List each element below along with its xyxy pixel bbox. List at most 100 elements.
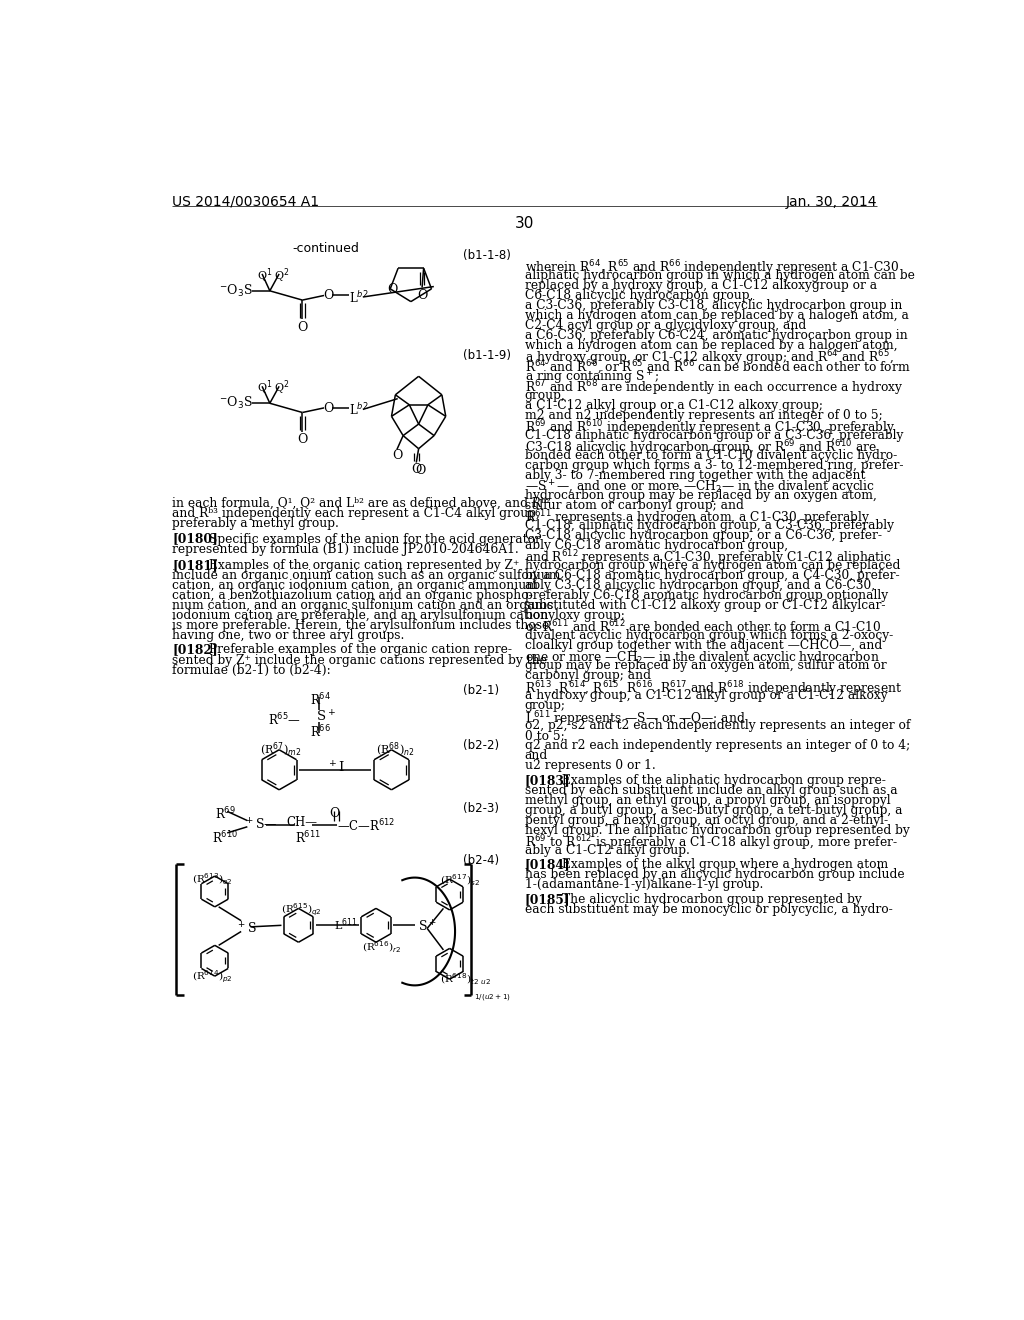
Text: (R$^{616}$)$_{r2}$: (R$^{616}$)$_{r2}$ (362, 940, 401, 954)
Text: (b2-4): (b2-4) (463, 854, 499, 867)
Text: (R$^{68}$)$_{n2}$: (R$^{68}$)$_{n2}$ (376, 741, 415, 759)
Text: R$^{610}$: R$^{610}$ (212, 830, 238, 846)
Text: bonyloxy group;: bonyloxy group; (524, 609, 625, 622)
Text: o2, p2, s2 and t2 each independently represents an integer of: o2, p2, s2 and t2 each independently rep… (524, 719, 910, 733)
Text: wherein R$^{64}$, R$^{65}$ and R$^{66}$ independently represent a C1-C30: wherein R$^{64}$, R$^{65}$ and R$^{66}$ … (524, 259, 899, 279)
Text: iodonium cation are preferable, and an arylsulfonium cation: iodonium cation are preferable, and an a… (172, 609, 549, 622)
Text: L$^{611}$ represents —S— or —O—; and: L$^{611}$ represents —S— or —O—; and (524, 709, 745, 729)
Text: formulae (b2-1) to (b2-4):: formulae (b2-1) to (b2-4): (172, 664, 331, 677)
Text: m2 and n2 independently represents an integer of 0 to 5;: m2 and n2 independently represents an in… (524, 409, 883, 421)
Text: group;: group; (524, 700, 566, 711)
Text: 1-(adamantane-1-yl)alkane-1-yl group.: 1-(adamantane-1-yl)alkane-1-yl group. (524, 878, 763, 891)
Text: cloalkyl group together with the adjacent —CHCO—, and: cloalkyl group together with the adjacen… (524, 639, 882, 652)
Text: R$^{64}$: R$^{64}$ (310, 692, 331, 708)
Text: Examples of the aliphatic hydrocarbon group repre-: Examples of the aliphatic hydrocarbon gr… (562, 774, 886, 787)
Text: O: O (298, 433, 308, 446)
Text: —C—R$^{612}$: —C—R$^{612}$ (337, 817, 395, 834)
Text: has been replaced by an alicyclic hydrocarbon group include: has been replaced by an alicyclic hydroc… (524, 869, 904, 882)
Text: Examples of the alkyl group where a hydrogen atom: Examples of the alkyl group where a hydr… (562, 858, 888, 871)
Text: C1-C18 aliphatic hydrocarbon group or a C3-C36, preferably: C1-C18 aliphatic hydrocarbon group or a … (524, 429, 903, 442)
Text: having one, two or three aryl groups.: having one, two or three aryl groups. (172, 628, 404, 642)
Text: $^+$S: $^+$S (237, 921, 257, 937)
Text: (b2-3): (b2-3) (463, 803, 499, 816)
Text: (R$^{618}$)$_{t2}$$_{\ u2}$: (R$^{618}$)$_{t2}$$_{\ u2}$ (440, 972, 492, 987)
Text: [0181]: [0181] (172, 558, 218, 572)
Text: Jan. 30, 2014: Jan. 30, 2014 (786, 194, 878, 209)
Text: 30: 30 (515, 216, 535, 231)
Text: (R$^{67}$)$_{m2}$: (R$^{67}$)$_{m2}$ (260, 741, 301, 759)
Text: C2-C4 acyl group or a glycidyloxy group, and: C2-C4 acyl group or a glycidyloxy group,… (524, 318, 806, 331)
Text: q2 and r2 each independently represents an integer of 0 to 4;: q2 and r2 each independently represents … (524, 739, 910, 752)
Text: and Rᵇ³ independently each represent a C1-C4 alkyl group,: and Rᵇ³ independently each represent a C… (172, 507, 540, 520)
Text: substituted with C1-C12 alkoxy group or C1-C12 alkylcar-: substituted with C1-C12 alkoxy group or … (524, 599, 886, 612)
Text: hydrocarbon group where a hydrogen atom can be replaced: hydrocarbon group where a hydrogen atom … (524, 558, 900, 572)
Text: [0183]: [0183] (524, 774, 570, 787)
Text: O: O (324, 289, 334, 302)
Text: a C6-C36, preferably C6-C24, aromatic hydrocarbon group in: a C6-C36, preferably C6-C24, aromatic hy… (524, 329, 907, 342)
Text: Q$^1$: Q$^1$ (257, 267, 272, 285)
Text: ably a C1-C12 alkyl group.: ably a C1-C12 alkyl group. (524, 843, 690, 857)
Text: include an organic onium cation such as an organic sulfonium: include an organic onium cation such as … (172, 569, 561, 582)
Text: each substituent may be monocyclic or polycyclic, a hydro-: each substituent may be monocyclic or po… (524, 903, 893, 916)
Text: preferably a methyl group.: preferably a methyl group. (172, 517, 339, 531)
Text: carbonyl group; and: carbonyl group; and (524, 669, 651, 682)
Text: R$^{64}$ and R$^{66}$, or R$^{65}$ and R$^{66}$ can be bonded each other to form: R$^{64}$ and R$^{66}$, or R$^{65}$ and R… (524, 359, 910, 376)
Text: (R$^{617}$)$_{s2}$: (R$^{617}$)$_{s2}$ (440, 873, 480, 888)
Text: R$^{611}$: R$^{611}$ (295, 830, 321, 846)
Text: group, a butyl group, a sec-butyl group, a tert-butyl group, a: group, a butyl group, a sec-butyl group,… (524, 804, 902, 817)
Text: R$^{611}$ represents a hydrogen atom, a C1-C30, preferably: R$^{611}$ represents a hydrogen atom, a … (524, 508, 870, 528)
Text: and: and (524, 748, 548, 762)
Text: methyl group, an ethyl group, a propyl group, an isopropyl: methyl group, an ethyl group, a propyl g… (524, 793, 891, 807)
Text: R$^{69}$ and R$^{610}$ independently represent a C1-C30, preferably: R$^{69}$ and R$^{610}$ independently rep… (524, 418, 895, 438)
Text: O: O (298, 321, 308, 334)
Text: (R$^{615}$)$_{q2}$: (R$^{615}$)$_{q2}$ (282, 903, 323, 919)
Text: bonded each other to form a C1-C10 divalent acyclic hydro-: bonded each other to form a C1-C10 dival… (524, 449, 897, 462)
Text: nium cation, and an organic sulfonium cation and an organic: nium cation, and an organic sulfonium ca… (172, 599, 554, 612)
Text: $^{-}$O$_3$S: $^{-}$O$_3$S (219, 395, 253, 412)
Text: C1-C18, aliphatic hydrocarbon group, a C3-C36, preferably: C1-C18, aliphatic hydrocarbon group, a C… (524, 519, 894, 532)
Text: replaced by a hydroxy group, a C1-C12 alkoxygroup or a: replaced by a hydroxy group, a C1-C12 al… (524, 279, 877, 292)
Text: cation, a benzothiazolium cation and an organic phospho-: cation, a benzothiazolium cation and an … (172, 589, 532, 602)
Text: The alicyclic hydrocarbon group represented by: The alicyclic hydrocarbon group represen… (562, 892, 862, 906)
Text: [0182]: [0182] (172, 644, 218, 656)
Text: group,: group, (524, 388, 565, 401)
Text: a ring containing S$^+$;: a ring containing S$^+$; (524, 368, 659, 387)
Text: $^+$I: $^+$I (328, 760, 346, 776)
Text: sented by Z⁺ include the organic cations represented by the: sented by Z⁺ include the organic cations… (172, 653, 547, 667)
Text: -continued: -continued (292, 242, 359, 255)
Text: pentyl group, a hexyl group, an octyl group, and a 2-ethyl-: pentyl group, a hexyl group, an octyl gr… (524, 813, 888, 826)
Text: preferably C6-C18 aromatic hydrocarbon group optionally: preferably C6-C18 aromatic hydrocarbon g… (524, 589, 888, 602)
Text: $_{1/(u2+1)}$: $_{1/(u2+1)}$ (474, 993, 511, 1005)
Text: O: O (387, 284, 397, 297)
Text: [0184]: [0184] (524, 858, 570, 871)
Text: sulfur atom or carbonyl group; and: sulfur atom or carbonyl group; and (524, 499, 743, 512)
Text: Q$^2$: Q$^2$ (273, 379, 289, 397)
Text: (b2-1): (b2-1) (463, 684, 499, 697)
Text: R$^{65}$—: R$^{65}$— (267, 711, 300, 729)
Text: R$^{69}$: R$^{69}$ (215, 805, 236, 822)
Text: by a C6-C18 aromatic hydrocarbon group, a C4-C30, prefer-: by a C6-C18 aromatic hydrocarbon group, … (524, 569, 899, 582)
Text: US 2014/0030654 A1: US 2014/0030654 A1 (172, 194, 319, 209)
Text: O: O (330, 807, 340, 820)
Text: which a hydrogen atom can be replaced by a halogen atom,: which a hydrogen atom can be replaced by… (524, 339, 897, 351)
Text: O: O (418, 289, 428, 302)
Text: u2 represents 0 or 1.: u2 represents 0 or 1. (524, 759, 655, 772)
Text: and R$^{612}$ represents a C1-C30, preferably C1-C12 aliphatic: and R$^{612}$ represents a C1-C30, prefe… (524, 549, 892, 569)
Text: aliphatic hydrocarbon group in which a hydrogen atom can be: aliphatic hydrocarbon group in which a h… (524, 268, 914, 281)
Text: R$^{613}$, R$^{614}$, R$^{615}$, R$^{616}$, R$^{617}$ and R$^{618}$ independentl: R$^{613}$, R$^{614}$, R$^{615}$, R$^{616… (524, 678, 902, 698)
Text: (b1-1-8): (b1-1-8) (463, 249, 511, 263)
Text: $^+$S—: $^+$S— (245, 817, 278, 833)
Text: (R$^{613}$)$_{o2}$: (R$^{613}$)$_{o2}$ (191, 871, 232, 887)
Text: S$^+$: S$^+$ (418, 919, 436, 935)
Text: S$^+$: S$^+$ (315, 710, 335, 725)
Text: [0185]: [0185] (524, 892, 570, 906)
Text: —S$^+$—, and one or more —CH$_2$— in the divalent acyclic: —S$^+$—, and one or more —CH$_2$— in the… (524, 479, 874, 498)
Text: in each formula, Q¹, Q² and Lᵇ² are as defined above, and Rᵇ²: in each formula, Q¹, Q² and Lᵇ² are as d… (172, 498, 551, 511)
Text: represented by formula (B1) include JP2010-204646A1.: represented by formula (B1) include JP20… (172, 543, 519, 556)
Text: R$^{69}$ to R$^{612}$ is preferably a C1-C18 alkyl group, more prefer-: R$^{69}$ to R$^{612}$ is preferably a C1… (524, 834, 898, 853)
Text: Q$^1$: Q$^1$ (257, 379, 272, 397)
Text: Examples of the organic cation represented by Z⁺: Examples of the organic cation represent… (209, 558, 520, 572)
Text: L$^{b2}$: L$^{b2}$ (349, 403, 369, 418)
Text: hydrocarbon group may be replaced by an oxygen atom,: hydrocarbon group may be replaced by an … (524, 488, 877, 502)
Text: Q$^2$: Q$^2$ (273, 267, 289, 285)
